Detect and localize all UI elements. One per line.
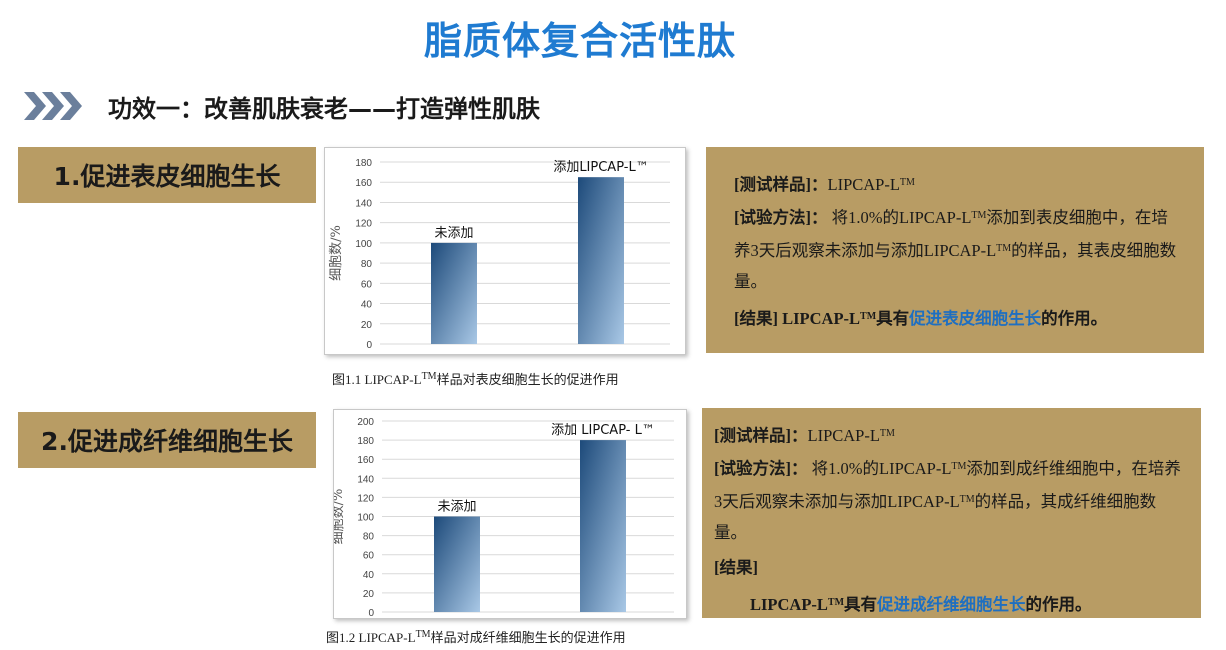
y-tick-label: 0 (366, 340, 372, 351)
triple-chevron-icon (24, 90, 86, 122)
y-tick-label: 40 (361, 300, 373, 311)
sample-line: [测试样品]：LIPCAP-LTM (734, 167, 1184, 200)
y-tick-label: 120 (355, 219, 372, 230)
bar-label: 添加LIPCAP-L™ (553, 160, 648, 175)
bar (578, 177, 624, 344)
section-2-label: 2.促进成纤维细胞生长 (18, 412, 316, 468)
bar-label: 添加 LIPCAP- L™ (551, 423, 655, 438)
y-tick-label: 160 (357, 455, 374, 466)
y-tick-label: 20 (363, 589, 375, 600)
section-1-info: [测试样品]：LIPCAP-LTM [试验方法]： 将1.0%的LIPCAP-L… (706, 147, 1204, 353)
method-line: [试验方法]： 将1.0%的LIPCAP-LTM添加到表皮细胞中，在培养3天后观… (734, 200, 1184, 297)
section-1-label: 1.促进表皮细胞生长 (18, 147, 316, 203)
bar-label: 未添加 (437, 500, 476, 515)
subheading: 功效一：改善肌肤衰老——打造弹性肌肤 (108, 89, 540, 124)
y-tick-label: 20 (361, 320, 373, 331)
y-tick-label: 200 (357, 417, 374, 428)
subheading-row: 功效一：改善肌肤衰老——打造弹性肌肤 (24, 86, 540, 126)
y-tick-label: 100 (357, 513, 374, 524)
chart-2: 0 20 40 60 80 100 120 140 160 180 200 细胞数/% 未添加 添加 LI… (333, 409, 687, 619)
chart-2-caption: 图1.2 LIPCAP-LTM样品对成纤维细胞生长的促进作用 (326, 627, 626, 646)
y-tick-label: 100 (355, 239, 372, 250)
bar (434, 517, 480, 613)
bar (431, 243, 477, 344)
result-line: LIPCAP-LTM具有促进成纤维细胞生长的作用。 (714, 587, 1185, 620)
y-tick-label: 40 (363, 570, 375, 581)
y-tick-label: 80 (363, 532, 375, 543)
page-title: 脂质体复合活性肽 (0, 10, 1160, 65)
y-tick-label: 180 (357, 436, 374, 447)
y-axis-label: 细胞数/% (329, 225, 344, 281)
chart-1-caption: 图1.1 LIPCAP-LTM样品对表皮细胞生长的促进作用 (332, 369, 619, 388)
y-tick-label: 160 (355, 178, 372, 189)
y-tick-label: 140 (357, 474, 374, 485)
y-tick-label: 0 (368, 608, 374, 618)
y-axis-label: 细胞数/% (334, 489, 346, 545)
y-tick-label: 140 (355, 198, 372, 209)
section-2-info: [测试样品]：LIPCAP-LTM [试验方法]： 将1.0%的LIPCAP-L… (702, 408, 1201, 618)
result-line: [结果] LIPCAP-LTM具有促进表皮细胞生长的作用。 (734, 301, 1184, 334)
y-tick-label: 120 (357, 493, 374, 504)
sample-line: [测试样品]：LIPCAP-LTM (714, 418, 1185, 451)
result-label-line: [结果] (714, 552, 1185, 583)
bar (580, 440, 626, 612)
y-tick-label: 180 (355, 158, 372, 169)
y-tick-label: 60 (361, 279, 373, 290)
y-tick-label: 80 (361, 259, 373, 270)
method-line: [试验方法]： 将1.0%的LIPCAP-LTM添加到成纤维细胞中，在培养3天后… (714, 451, 1185, 548)
bar-label: 未添加 (434, 226, 473, 241)
y-tick-label: 60 (363, 551, 375, 562)
chart-1: 0 20 40 60 80 100 120 140 160 180 细胞数/% 未添加 添加LIPCAP… (324, 147, 686, 355)
